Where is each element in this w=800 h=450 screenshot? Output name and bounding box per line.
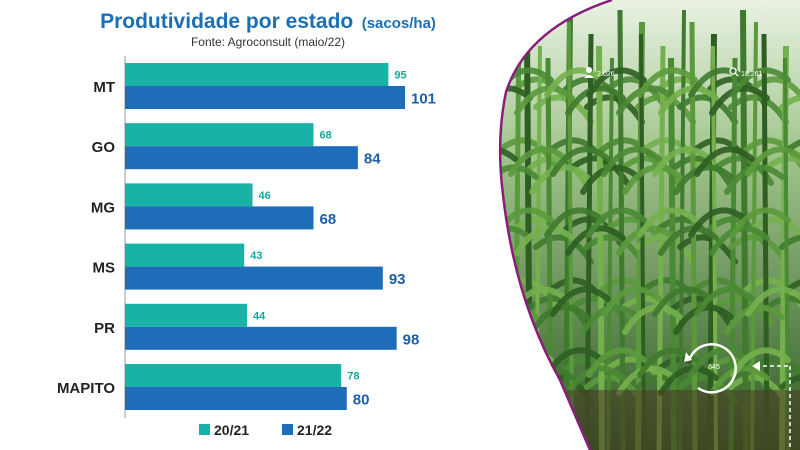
category-label-mt: MT [93, 79, 115, 96]
data-label-go-20-21: 68 [320, 130, 332, 142]
bar-mt-20-21 [125, 63, 389, 86]
category-labels: MT GO MG MS PR MAPITO [57, 79, 115, 397]
chart-title: Produtividade por estado (sacos/ha) [100, 10, 436, 33]
bar-pr-20-21 [125, 303, 247, 327]
bars-group: 95 101 68 84 46 68 43 93 44 98 78 80 [125, 63, 436, 410]
dial-value: 645 [708, 364, 720, 371]
photo-border [498, 0, 613, 450]
user-icon [584, 67, 594, 78]
category-label-go: GO [92, 139, 116, 156]
category-label-pr: PR [94, 320, 115, 337]
bar-mapito-21-22 [125, 387, 347, 410]
legend-swatch-20-21 [199, 424, 210, 435]
data-label-mg-20-21: 46 [259, 190, 271, 202]
category-label-mapito: MAPITO [57, 380, 115, 397]
bar-ms-20-21 [125, 243, 245, 267]
data-label-ms-21-22: 93 [389, 271, 406, 288]
legend-label-21-22: 21/22 [297, 422, 332, 438]
bar-mapito-20-21 [125, 364, 342, 387]
user-count: 2.026 [597, 71, 615, 78]
data-label-pr-20-21: 44 [253, 310, 266, 322]
bar-ms-21-22 [125, 266, 383, 290]
data-label-mt-20-21: 95 [394, 70, 406, 82]
dial-icon [684, 343, 737, 394]
data-label-ms-20-21: 43 [250, 250, 262, 262]
bar-mg-20-21 [125, 183, 253, 207]
data-label-mapito-20-21: 78 [347, 371, 359, 383]
data-label-go-21-22: 84 [364, 151, 381, 168]
category-label-ms: MS [93, 260, 116, 277]
legend-swatch-21-22 [282, 424, 293, 435]
data-label-mt-21-22: 101 [411, 91, 436, 108]
arrow-left-icon [752, 361, 791, 450]
data-label-mg-21-22: 68 [320, 211, 337, 228]
data-label-mapito-21-22: 80 [353, 392, 370, 409]
bar-mt-21-22 [125, 86, 405, 109]
bar-mg-21-22 [125, 206, 314, 230]
chart-subtitle: Fonte: Agroconsult (maio/22) [191, 35, 345, 49]
bar-go-21-22 [125, 146, 358, 170]
legend: 20/21 21/22 [199, 422, 332, 438]
data-label-pr-21-22: 98 [403, 331, 420, 348]
category-label-mg: MG [91, 199, 115, 216]
bar-pr-21-22 [125, 326, 397, 350]
search-count: 18.261 [741, 71, 763, 78]
legend-label-20-21: 20/21 [214, 422, 249, 438]
corn-field-photo: 2.026 18.261 645 [500, 0, 800, 450]
bar-go-20-21 [125, 123, 314, 147]
search-icon [729, 67, 739, 77]
